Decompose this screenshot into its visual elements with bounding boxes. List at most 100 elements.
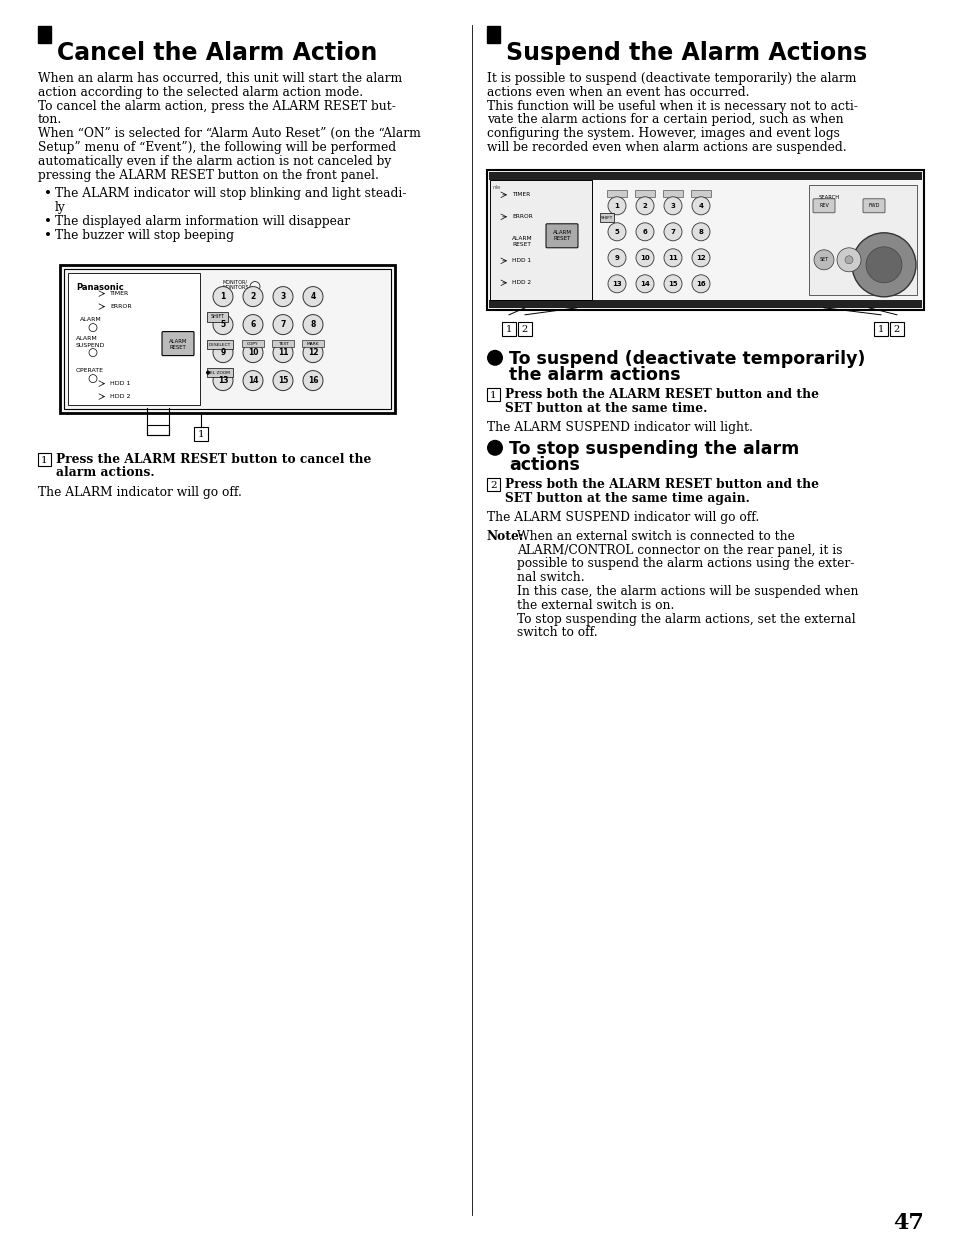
Text: OPERATE: OPERATE (76, 367, 104, 372)
Text: To stop suspending the alarm: To stop suspending the alarm (509, 440, 799, 458)
Circle shape (303, 287, 323, 307)
Text: When “ON” is selected for “Alarm Auto Reset” (on the “Alarm: When “ON” is selected for “Alarm Auto Re… (38, 127, 420, 140)
Text: 3: 3 (670, 203, 675, 209)
Bar (501, 322, 516, 335)
Bar (489, 299, 921, 308)
Circle shape (213, 314, 233, 334)
Text: Press the ALARM RESET button to cancel the: Press the ALARM RESET button to cancel t… (56, 453, 371, 465)
Text: DESELECT: DESELECT (209, 343, 231, 346)
Text: Note:: Note: (486, 529, 524, 543)
Text: ALARM/CONTROL connector on the rear panel, it is: ALARM/CONTROL connector on the rear pane… (517, 543, 841, 557)
Circle shape (213, 343, 233, 362)
Circle shape (303, 371, 323, 391)
Text: 4: 4 (310, 292, 315, 301)
Text: 6: 6 (250, 320, 255, 329)
Text: TIMER: TIMER (512, 192, 530, 197)
Text: The displayed alarm information will disappear: The displayed alarm information will dis… (55, 215, 350, 228)
Circle shape (607, 275, 625, 293)
Bar (486, 477, 499, 491)
Text: 8: 8 (310, 320, 315, 329)
Circle shape (636, 223, 654, 241)
Circle shape (844, 256, 852, 263)
Text: ALARM
RESET: ALARM RESET (169, 339, 187, 350)
Text: ton.: ton. (38, 114, 62, 126)
Text: actions: actions (509, 455, 579, 474)
Circle shape (273, 343, 293, 362)
Text: 1: 1 (877, 325, 883, 334)
FancyBboxPatch shape (272, 340, 294, 346)
Bar (808, 184, 916, 294)
Text: 2: 2 (893, 325, 900, 334)
Text: possible to suspend the alarm actions using the exter-: possible to suspend the alarm actions us… (517, 558, 854, 570)
FancyBboxPatch shape (162, 332, 193, 355)
Bar (517, 322, 532, 335)
Text: This function will be useful when it is necessary not to acti-: This function will be useful when it is … (486, 100, 857, 113)
Text: The ALARM SUSPEND indicator will light.: The ALARM SUSPEND indicator will light. (486, 422, 752, 434)
Circle shape (663, 249, 681, 267)
Bar (486, 388, 499, 401)
Text: ly: ly (55, 202, 66, 214)
Text: alarm actions.: alarm actions. (56, 466, 154, 480)
FancyBboxPatch shape (241, 340, 264, 346)
Bar (38, 26, 51, 43)
FancyBboxPatch shape (606, 189, 627, 197)
Text: 1: 1 (505, 325, 512, 334)
Text: configuring the system. However, images and event logs: configuring the system. However, images … (486, 127, 839, 140)
Text: 11: 11 (667, 255, 678, 261)
Text: 11: 11 (277, 348, 288, 357)
FancyBboxPatch shape (862, 199, 884, 213)
Text: 13: 13 (217, 376, 228, 385)
FancyBboxPatch shape (634, 189, 655, 197)
Bar (490, 179, 592, 299)
Text: 14: 14 (248, 376, 258, 385)
Text: •: • (44, 229, 52, 242)
Circle shape (273, 314, 293, 334)
Text: action according to the selected alarm action mode.: action according to the selected alarm a… (38, 85, 363, 99)
Circle shape (607, 197, 625, 215)
Text: When an alarm has occurred, this unit will start the alarm: When an alarm has occurred, this unit wi… (38, 72, 402, 85)
Text: The ALARM indicator will go off.: The ALARM indicator will go off. (38, 486, 242, 500)
Bar (486, 26, 499, 43)
Text: 4: 4 (698, 203, 702, 209)
Text: 5: 5 (614, 229, 618, 235)
Circle shape (206, 371, 210, 375)
Text: ALARM
RESET: ALARM RESET (552, 230, 571, 241)
Text: •: • (44, 215, 52, 229)
Circle shape (273, 287, 293, 307)
FancyBboxPatch shape (301, 340, 324, 346)
Circle shape (243, 371, 263, 391)
Text: REV: REV (819, 203, 828, 208)
Text: SET: SET (819, 257, 828, 262)
Text: 47: 47 (892, 1212, 923, 1235)
Text: the alarm actions: the alarm actions (509, 366, 679, 383)
Text: 9: 9 (614, 255, 618, 261)
Text: SUSPEND: SUSPEND (76, 343, 105, 348)
Circle shape (691, 249, 709, 267)
FancyBboxPatch shape (147, 424, 169, 434)
Text: ERROR: ERROR (110, 303, 132, 308)
Circle shape (836, 247, 861, 272)
Circle shape (663, 275, 681, 293)
Circle shape (663, 223, 681, 241)
Text: 16: 16 (308, 376, 318, 385)
Text: MARK: MARK (307, 341, 319, 345)
FancyBboxPatch shape (208, 340, 233, 349)
Text: Panasonic: Panasonic (76, 282, 124, 292)
Text: actions even when an event has occurred.: actions even when an event has occurred. (486, 85, 749, 99)
Text: nal switch.: nal switch. (517, 571, 584, 584)
Bar (193, 427, 208, 440)
Text: ERROR: ERROR (512, 214, 532, 219)
Text: 16: 16 (696, 281, 705, 287)
Text: 1: 1 (41, 455, 48, 465)
Text: FWD: FWD (867, 203, 879, 208)
FancyBboxPatch shape (545, 224, 578, 247)
Text: The buzzer will stop beeping: The buzzer will stop beeping (55, 229, 233, 241)
FancyBboxPatch shape (662, 189, 682, 197)
Text: ALARM: ALARM (80, 317, 102, 322)
Circle shape (213, 371, 233, 391)
Text: ALARM: ALARM (76, 335, 97, 340)
Text: HDD 2: HDD 2 (512, 280, 531, 285)
Text: MONITOR/
MONITORS: MONITOR/ MONITORS (223, 280, 250, 291)
Circle shape (636, 275, 654, 293)
Circle shape (813, 250, 833, 270)
